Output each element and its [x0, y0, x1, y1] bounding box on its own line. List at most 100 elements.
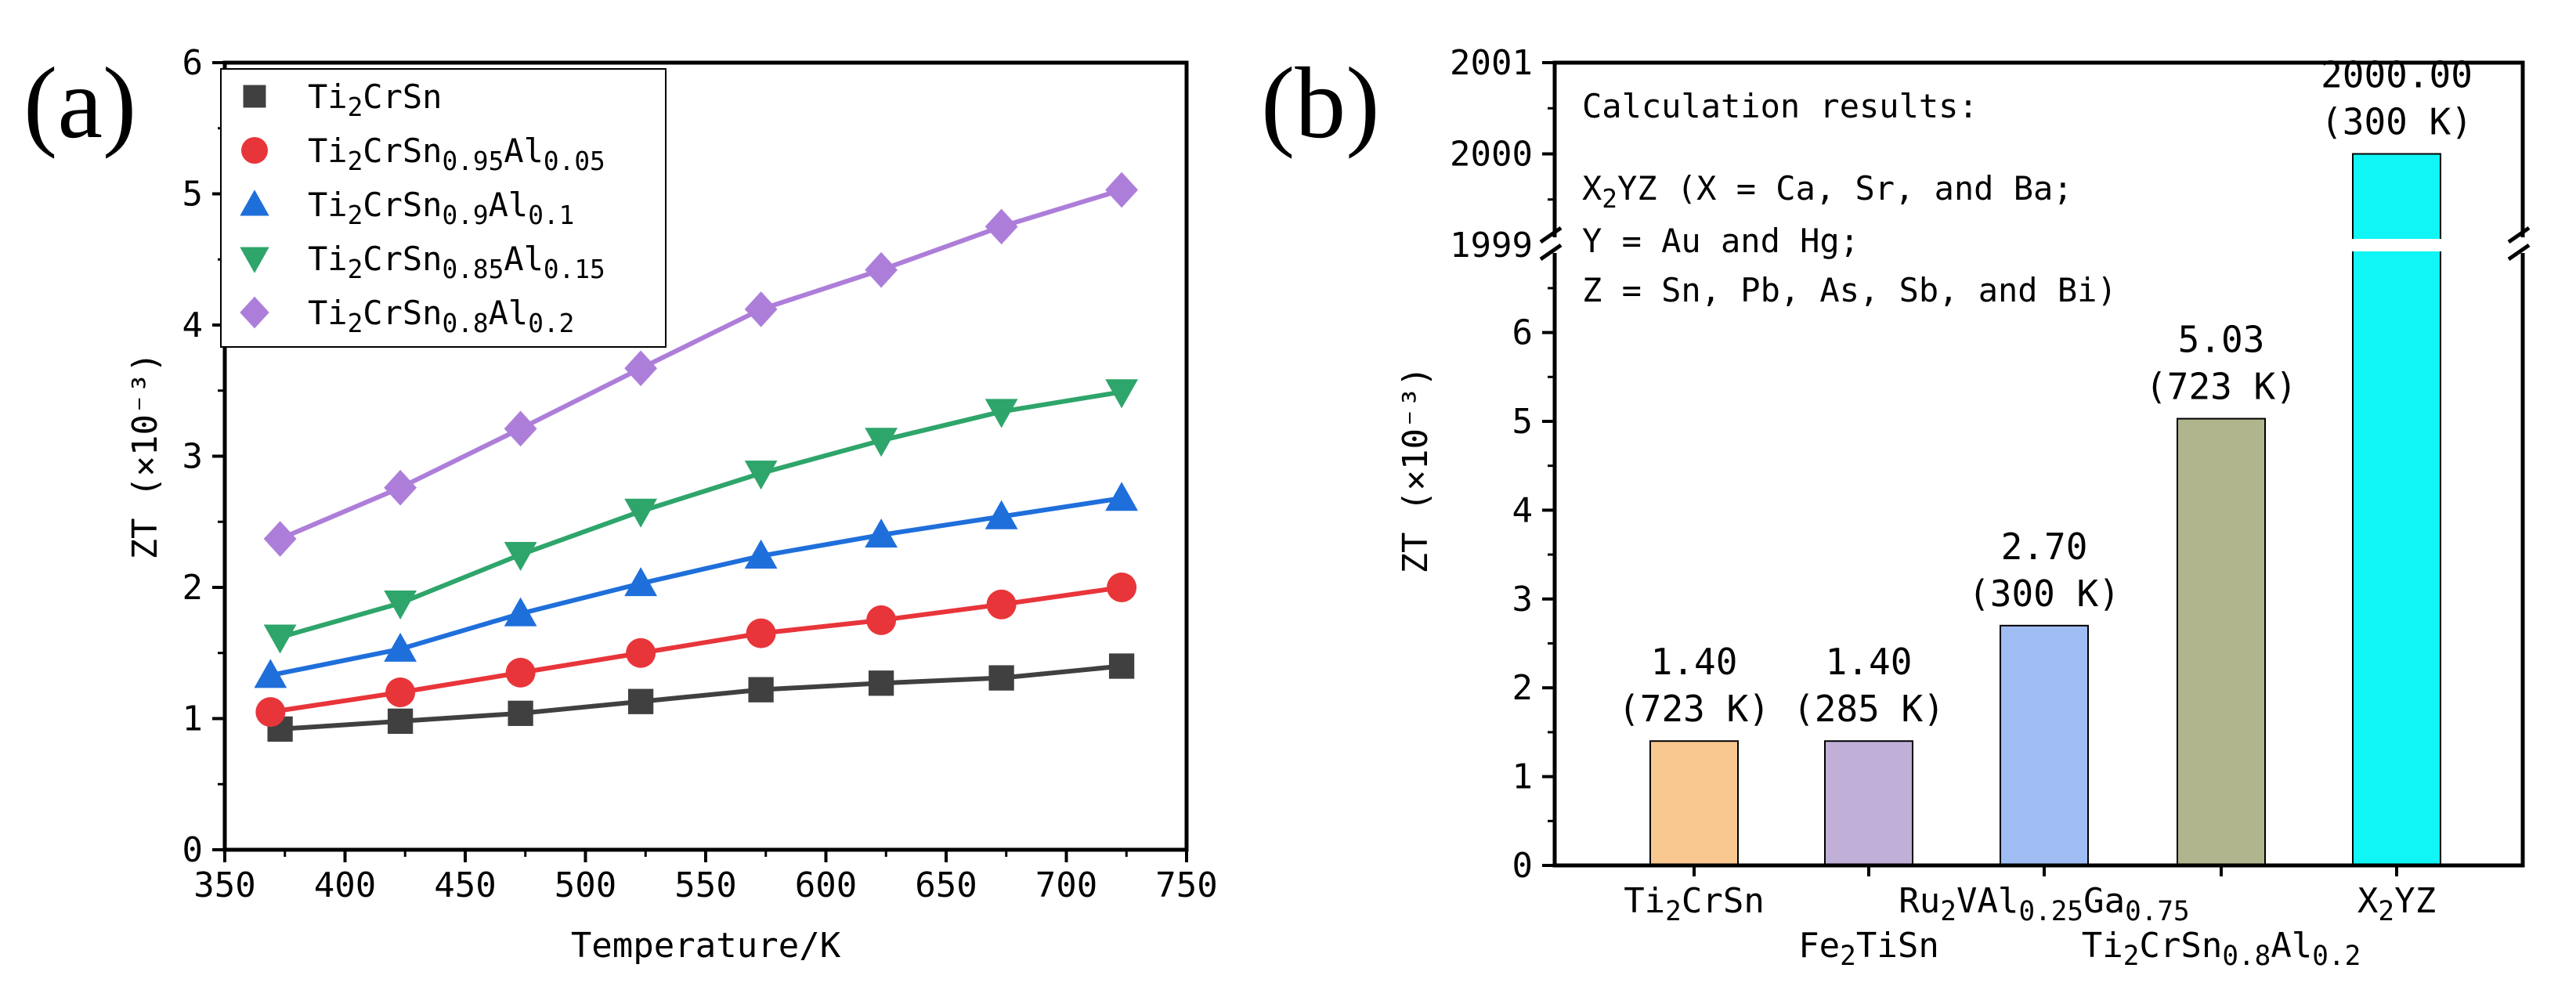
- x-category-label: X2YZ: [2357, 881, 2436, 927]
- bar-value-label: 5.03: [2178, 319, 2265, 361]
- bar-value-label: 1.40: [1651, 641, 1738, 683]
- y-tick-label: 1: [182, 699, 204, 739]
- data-point: [1105, 482, 1139, 511]
- x-tick-label: 450: [434, 865, 496, 905]
- bar-group-4: 2000.00 (300 K) X2YZ: [2321, 54, 2473, 928]
- data-point: [624, 498, 658, 528]
- y-tick-label: 0: [182, 830, 204, 870]
- series-line: [279, 187, 1122, 541]
- y-tick-label: 5: [1512, 402, 1534, 442]
- legend-marker: [240, 247, 269, 273]
- data-point: [627, 688, 654, 714]
- y-tick-label: 6: [182, 43, 204, 83]
- data-point: [624, 350, 658, 387]
- bar-value-label: 1.40: [1826, 641, 1913, 683]
- data-point: [1105, 172, 1139, 208]
- bar-temperature-label: (300 K): [1968, 573, 2120, 615]
- data-point: [384, 590, 417, 620]
- legend-label: Ti2CrSn0.95Al0.05: [308, 132, 605, 176]
- bar-temperature-label: (285 K): [1793, 688, 1945, 730]
- y-tick-label: 2000: [1450, 135, 1533, 175]
- data-point: [985, 399, 1018, 428]
- bar-value-label: 2.70: [2001, 526, 2088, 568]
- series-4: [263, 172, 1139, 557]
- data-point: [626, 638, 656, 668]
- panel-a-y-axis-title: ZT (×10⁻³): [125, 352, 165, 560]
- data-point: [508, 700, 533, 726]
- annotation-line-2: Y = Au and Hg;: [1582, 222, 1859, 260]
- x-category-label: Ti2CrSn0.8Al0.2: [2082, 926, 2361, 972]
- series-0: [267, 653, 1135, 742]
- y-tick-label: 3: [182, 437, 204, 477]
- data-point: [263, 521, 297, 557]
- bar: [2000, 624, 2089, 866]
- bar: [1824, 740, 1913, 866]
- panel-b: (b) 1.40 (723 K) Ti2CrSn 1.40 (285 K) Fe2TiSn…: [1261, 43, 2538, 972]
- legend-marker: [240, 296, 269, 329]
- data-point: [384, 632, 417, 662]
- data-point: [1105, 379, 1139, 409]
- legend-marker: [243, 85, 266, 108]
- legend-frame: [220, 68, 667, 348]
- panel-b-axis-break: [1539, 226, 2538, 262]
- series-line: [269, 496, 1122, 678]
- bar-group-3: 5.03 (723 K) Ti2CrSn0.8Al0.2: [2082, 319, 2361, 973]
- bar: [2352, 153, 2441, 866]
- x-tick-label: 350: [193, 865, 255, 905]
- annotation-line-1: X2YZ (X = Ca, Sr, and Ba;: [1582, 169, 2073, 214]
- break-mark: [2507, 226, 2531, 244]
- series-line: [269, 585, 1122, 715]
- data-point: [985, 500, 1018, 529]
- break-mark: [1539, 243, 1563, 262]
- data-point: [985, 208, 1018, 245]
- data-point: [744, 539, 778, 569]
- data-point: [866, 605, 897, 635]
- data-point: [255, 697, 286, 728]
- legend-marker: [241, 137, 268, 164]
- break-mark: [2507, 243, 2531, 262]
- legend-label: Ti2CrSn0.8Al0.2: [308, 294, 574, 338]
- panel-b-annotation: Calculation results: X2YZ (X = Ca, Sr, a…: [1582, 87, 2117, 309]
- bar-group-1: 1.40 (285 K) Fe2TiSn: [1793, 641, 1945, 972]
- x-tick-label: 700: [1035, 865, 1097, 905]
- x-tick-label: 500: [555, 865, 616, 905]
- x-category-label: Ru2VAl0.25Ga0.75: [1899, 881, 2189, 927]
- data-point: [744, 291, 778, 327]
- data-point: [744, 461, 778, 490]
- y-tick-label: 5: [182, 175, 204, 215]
- bar-temperature-label: (723 K): [1618, 688, 1770, 730]
- annotation-line-3: Z = Sn, Pb, As, Sb, and Bi): [1582, 271, 2117, 309]
- y-tick-label: 2: [182, 568, 204, 608]
- y-tick-label: 2001: [1450, 43, 1533, 83]
- legend-label: Ti2CrSn0.85Al0.15: [308, 240, 605, 284]
- x-category-label: Ti2CrSn: [1624, 881, 1765, 927]
- panel-b-label: (b): [1261, 47, 1380, 160]
- y-tick-label: 1999: [1450, 226, 1533, 266]
- legend-label: Ti2CrSn0.9Al0.1: [308, 186, 574, 230]
- bar-value-label: 2000.00: [2321, 54, 2473, 96]
- legend-label: Ti2CrSn: [308, 78, 442, 122]
- series-3: [263, 379, 1139, 654]
- data-point: [504, 541, 537, 572]
- bar-group-0: 1.40 (723 K) Ti2CrSn: [1618, 641, 1770, 927]
- data-point: [384, 469, 417, 506]
- data-point: [865, 428, 898, 457]
- bar: [2177, 417, 2266, 866]
- legend-marker: [240, 190, 269, 216]
- break-gap-bar: [2351, 239, 2442, 251]
- data-point: [263, 624, 297, 654]
- y-tick-label: 1: [1512, 757, 1534, 797]
- x-tick-label: 400: [314, 865, 376, 905]
- panel-a: (a) 350 400 450 500 550 600 650 700 750 0 1 2 3 4 5 6 T…: [23, 43, 1218, 966]
- data-point: [1108, 653, 1135, 679]
- y-tick-label: 0: [1512, 846, 1534, 886]
- panel-a-legend: Ti2CrSn Ti2CrSn0.95Al0.05 Ti2CrSn0.9Al0.1 T…: [220, 68, 667, 348]
- y-tick-label: 3: [1512, 580, 1534, 620]
- data-point: [748, 677, 774, 703]
- data-point: [504, 597, 537, 627]
- data-point: [504, 410, 537, 447]
- x-tick-label: 600: [795, 865, 857, 905]
- y-tick-label: 4: [1512, 490, 1534, 530]
- data-point: [385, 677, 416, 707]
- panel-a-label: (a): [23, 47, 136, 160]
